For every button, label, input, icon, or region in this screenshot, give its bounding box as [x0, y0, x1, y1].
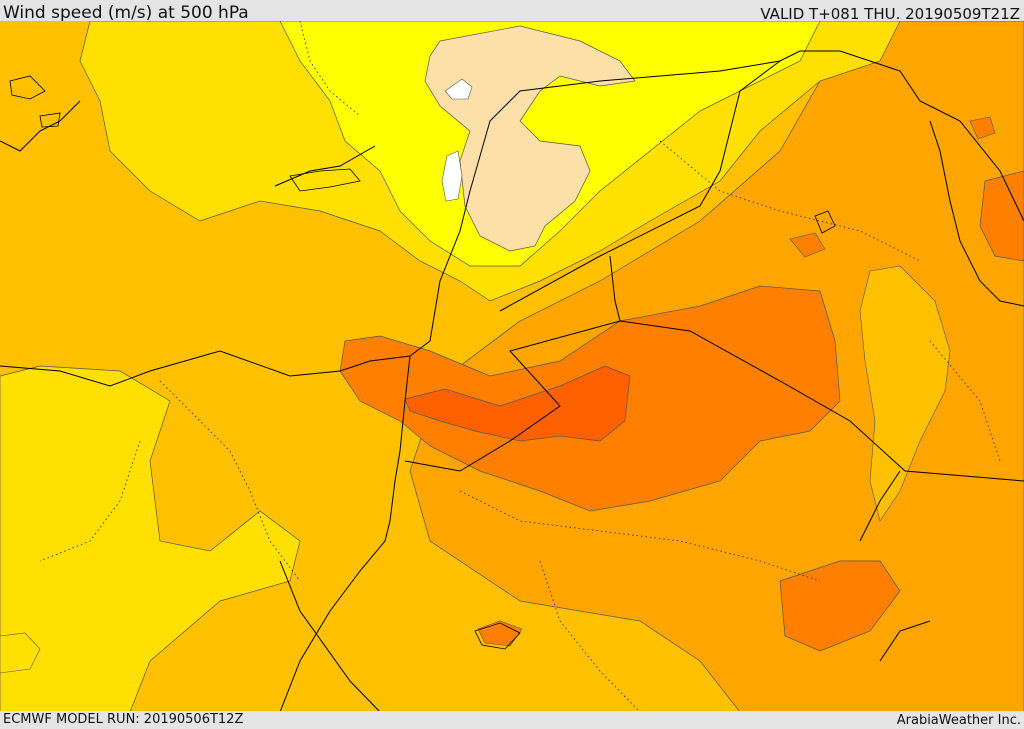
credit-label: ArabiaWeather Inc. [896, 713, 1021, 728]
field-low-moderate-sw-patch [0, 632, 41, 674]
valid-time: VALID T+081 THU. 20190509T21Z [760, 5, 1020, 23]
footer-bar: ECMWF MODEL RUN: 20190506T12Z ArabiaWeat… [0, 711, 1024, 729]
map-title: Wind speed (m/s) at 500 hPa [3, 3, 249, 23]
field-high-east-small [969, 116, 996, 140]
model-run-label: ECMWF MODEL RUN: 20190506T12Z [3, 712, 244, 727]
admin-boundaries [39, 21, 1001, 712]
header-bar: Wind speed (m/s) at 500 hPa VALID T+081 … [0, 0, 1024, 23]
field-calm-2 [441, 150, 463, 202]
coastline-islands [9, 75, 836, 650]
field-high-east [979, 170, 1024, 262]
field-low-moderate-south [0, 365, 301, 712]
field-high-blob [789, 232, 826, 258]
wind-speed-map [0, 21, 1024, 712]
field-calm-1 [444, 78, 473, 100]
field-very-high-core [404, 365, 631, 442]
field-moderate-east-tongue [859, 265, 951, 522]
field-high-se [779, 560, 901, 652]
field-very-low-north [424, 25, 636, 252]
country-borders [0, 50, 1024, 712]
